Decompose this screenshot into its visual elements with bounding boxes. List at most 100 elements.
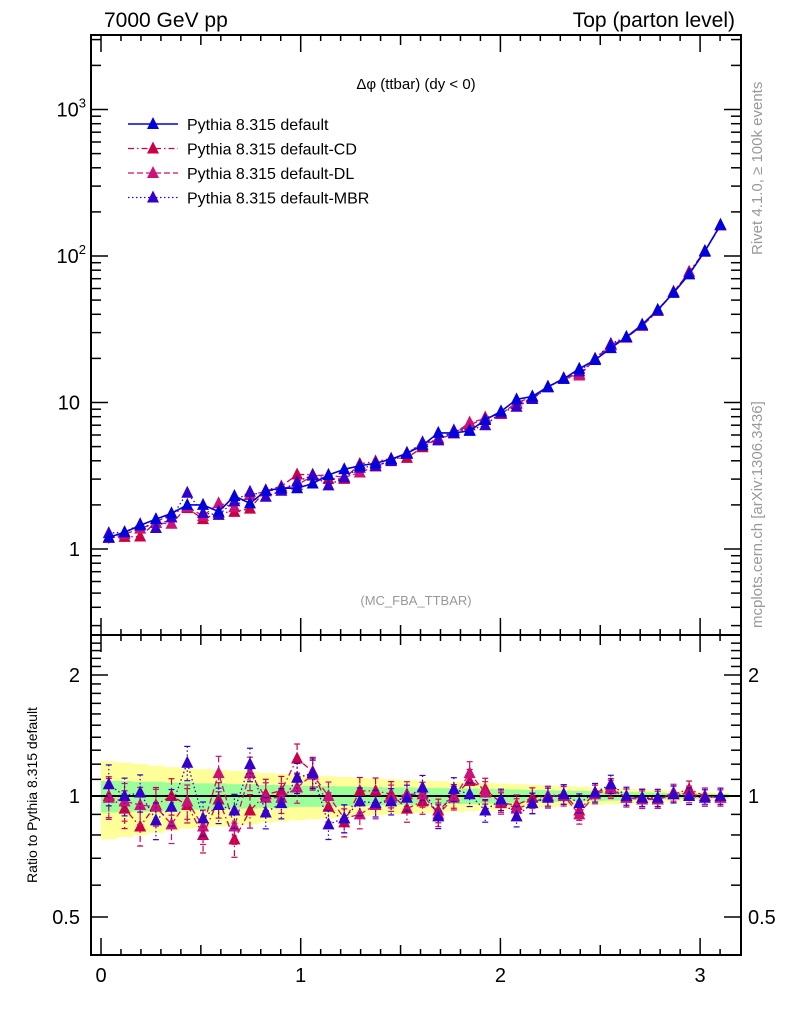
data-point bbox=[698, 244, 711, 257]
ratio-data-point bbox=[259, 805, 272, 818]
main-series-group bbox=[102, 217, 727, 544]
data-point bbox=[400, 446, 413, 459]
x-tick-label: 3 bbox=[695, 965, 706, 987]
ratio-data-point bbox=[494, 792, 507, 805]
data-point bbox=[212, 496, 225, 509]
header-left-label: 7000 GeV pp bbox=[104, 9, 228, 32]
ratio-y-tick-label-right: 2 bbox=[748, 665, 759, 687]
ratio-data-point bbox=[181, 755, 194, 768]
y-tick-label: 103 bbox=[57, 96, 86, 122]
ratio-data-point bbox=[291, 751, 304, 764]
ratio-data-point bbox=[479, 803, 492, 816]
ratio-data-point bbox=[118, 789, 131, 801]
data-point bbox=[275, 481, 288, 494]
ratio-data-point bbox=[385, 794, 398, 807]
ratio-y-axis-label: Ratio to Pythia 8.315 default bbox=[24, 707, 40, 883]
data-point bbox=[369, 456, 382, 469]
ratio-data-point bbox=[400, 790, 413, 803]
ratio-data-point bbox=[165, 799, 178, 812]
ratio-line-3 bbox=[108, 760, 721, 826]
legend-marker bbox=[147, 166, 159, 178]
ratio-y-tick-label: 1 bbox=[69, 786, 80, 808]
ratio-data-point bbox=[557, 787, 570, 800]
data-point bbox=[338, 462, 351, 475]
legend-label: Pythia 8.315 default bbox=[187, 117, 329, 134]
data-point bbox=[447, 425, 460, 438]
data-point bbox=[353, 458, 366, 471]
ratio-data-point bbox=[134, 819, 147, 832]
data-point bbox=[541, 379, 554, 392]
y-tick-label: 10 bbox=[58, 393, 80, 415]
data-point bbox=[589, 353, 602, 366]
ratio-data-point bbox=[322, 789, 335, 801]
ratio-data-point bbox=[683, 789, 696, 801]
ratio-data-point bbox=[291, 770, 304, 783]
data-point bbox=[510, 392, 523, 405]
ratio-data-point bbox=[291, 780, 304, 793]
ratio-data-point bbox=[526, 796, 539, 809]
legend-marker bbox=[147, 141, 159, 154]
data-point bbox=[291, 481, 304, 494]
data-point bbox=[557, 371, 570, 384]
legend-label: Pythia 8.315 default-CD bbox=[187, 142, 357, 159]
ratio-data-point bbox=[667, 787, 680, 800]
ratio-data-point bbox=[589, 785, 602, 798]
data-point bbox=[322, 478, 335, 491]
data-point bbox=[510, 399, 523, 412]
legend-label: Pythia 8.315 default-DL bbox=[187, 166, 354, 183]
ratio-line-2 bbox=[108, 770, 721, 829]
ratio-data-point bbox=[259, 790, 272, 803]
ratio-data-point bbox=[620, 789, 633, 801]
y-tick-label: 102 bbox=[57, 242, 86, 268]
ratio-data-point bbox=[573, 796, 586, 809]
data-point bbox=[416, 438, 429, 451]
legend: Pythia 8.315 default Pythia 8.315 default… bbox=[128, 117, 369, 208]
ratio-data-point bbox=[604, 777, 617, 790]
ratio-uncertainty-bands bbox=[100, 761, 729, 840]
ratio-data-point bbox=[102, 790, 115, 803]
data-point bbox=[197, 506, 210, 519]
ratio-data-point bbox=[510, 809, 523, 822]
data-point bbox=[181, 497, 194, 510]
data-point bbox=[149, 512, 162, 525]
data-point bbox=[165, 516, 178, 529]
data-point bbox=[526, 389, 539, 402]
ratio-y-tick-label: 2 bbox=[69, 665, 80, 687]
main-y-tick-labels: 1 10 102 103 bbox=[57, 96, 86, 562]
data-point bbox=[463, 415, 476, 428]
data-point bbox=[432, 425, 445, 438]
ratio-data-point bbox=[212, 766, 225, 779]
ratio-data-point bbox=[212, 797, 225, 810]
ratio-data-point bbox=[243, 757, 256, 770]
data-point bbox=[432, 433, 445, 446]
ratio-data-point bbox=[416, 780, 429, 793]
ratio-data-point bbox=[369, 796, 382, 809]
x-tick-label: 0 bbox=[95, 965, 106, 987]
data-point bbox=[118, 525, 131, 538]
ratio-data-point bbox=[479, 785, 492, 798]
data-point bbox=[620, 329, 633, 342]
legend-marker bbox=[147, 190, 159, 203]
data-point bbox=[604, 341, 617, 354]
data-point bbox=[385, 452, 398, 465]
ratio-series-group bbox=[102, 743, 727, 858]
rivet-version-label: Rivet 4.1.0, ≥ 100k events bbox=[749, 82, 766, 255]
ratio-data-point bbox=[463, 787, 476, 800]
data-point bbox=[636, 317, 649, 330]
legend-label: Pythia 8.315 default-MBR bbox=[187, 191, 369, 208]
data-point bbox=[149, 520, 162, 533]
ratio-data-point bbox=[149, 799, 162, 812]
ratio-data-point bbox=[463, 766, 476, 779]
data-point bbox=[259, 483, 272, 496]
data-point bbox=[102, 530, 115, 543]
ratio-data-point bbox=[651, 790, 664, 803]
analysis-label: (MC_FBA_TTBAR) bbox=[360, 593, 471, 608]
ratio-data-point bbox=[541, 790, 554, 803]
ratio-data-point bbox=[197, 819, 210, 832]
ratio-data-point bbox=[275, 796, 288, 809]
ratio-data-point bbox=[447, 790, 460, 803]
mcplots-source-label: mcplots.cern.ch [arXiv:1306.3436] bbox=[749, 401, 766, 628]
ratio-data-point bbox=[353, 794, 366, 807]
data-point bbox=[306, 476, 319, 489]
